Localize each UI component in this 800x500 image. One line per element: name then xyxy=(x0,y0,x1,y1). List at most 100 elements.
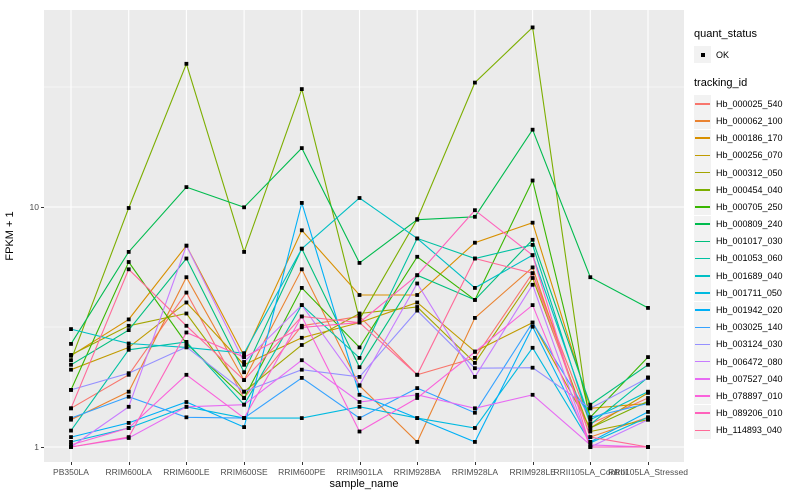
y-tick-mark xyxy=(41,447,44,448)
data-point xyxy=(184,415,189,420)
data-point xyxy=(646,306,650,310)
data-point xyxy=(126,267,131,272)
x-tick-label: RRIM928LE xyxy=(509,467,556,477)
data-point xyxy=(473,240,477,245)
data-point xyxy=(415,396,420,400)
data-point xyxy=(646,445,650,449)
data-point xyxy=(357,314,362,319)
data-point xyxy=(299,367,304,372)
data-point xyxy=(299,303,304,307)
line-glyph-icon xyxy=(695,257,710,260)
legend-item-Hb_007527_040: Hb_007527_040 xyxy=(694,370,798,388)
data-point xyxy=(530,25,535,30)
data-point xyxy=(184,372,189,377)
legend-key-line xyxy=(694,232,711,250)
legend-item-label: Hb_003025_140 xyxy=(716,322,783,333)
line-glyph-icon xyxy=(695,137,710,140)
data-point xyxy=(473,214,477,219)
data-point xyxy=(69,443,73,447)
data-point xyxy=(530,178,535,183)
legend-item-Hb_114893_040: Hb_114893_040 xyxy=(694,421,798,439)
legend-item-Hb_003124_030: Hb_003124_030 xyxy=(694,335,798,353)
line-glyph-icon xyxy=(695,292,710,294)
legend-key-line xyxy=(694,404,711,422)
data-point xyxy=(415,308,420,313)
legend-item-label: Hb_089206_010 xyxy=(716,408,783,419)
legend-item-Hb_000809_240: Hb_000809_240 xyxy=(694,215,798,233)
x-tick-label: PB350LA xyxy=(53,467,89,477)
data-point xyxy=(357,311,362,316)
data-point xyxy=(357,416,362,420)
legend-key-line xyxy=(694,146,711,164)
data-point xyxy=(530,392,535,397)
data-point xyxy=(415,305,420,309)
data-point xyxy=(530,265,535,270)
data-point xyxy=(299,416,304,420)
data-point xyxy=(69,353,73,357)
data-point xyxy=(588,440,593,444)
data-point xyxy=(299,286,304,290)
x-tick-label: RRIM928BA xyxy=(393,467,441,477)
data-point xyxy=(473,361,477,365)
legend-item-Hb_000454_040: Hb_000454_040 xyxy=(694,181,798,199)
data-point xyxy=(357,345,362,350)
data-point xyxy=(530,282,535,287)
data-point xyxy=(473,375,477,379)
data-point xyxy=(646,389,650,394)
legend-item-Hb_006472_080: Hb_006472_080 xyxy=(694,353,798,371)
x-tick-label: RRIM901LA xyxy=(336,467,383,477)
line-glyph-icon xyxy=(695,171,710,174)
data-point xyxy=(473,440,477,444)
data-point xyxy=(473,410,477,415)
data-point xyxy=(69,388,73,392)
data-point xyxy=(184,256,189,261)
data-point xyxy=(126,317,131,322)
data-point xyxy=(126,421,131,425)
data-point xyxy=(126,206,131,210)
data-point xyxy=(299,201,304,205)
data-point xyxy=(473,286,477,290)
legend-item-label: Hb_000809_240 xyxy=(716,219,783,230)
plot-svg xyxy=(44,10,684,462)
x-tick-label: RRIM600PE xyxy=(278,467,326,477)
x-tick-label: RRIM928LA xyxy=(451,467,499,477)
x-tick-mark xyxy=(590,462,592,465)
data-point xyxy=(473,350,477,354)
data-point xyxy=(69,445,73,449)
legend-item-label: Hb_000256_070 xyxy=(716,150,783,161)
data-point xyxy=(415,372,420,377)
data-point xyxy=(126,394,131,399)
data-point xyxy=(473,366,477,371)
legend-key-line xyxy=(694,370,711,388)
legend-item-label: Hb_007527_040 xyxy=(716,373,783,384)
data-point xyxy=(184,275,189,280)
legend-key-line xyxy=(694,318,711,336)
x-tick-label: RRIM600SE xyxy=(220,467,268,477)
data-point xyxy=(126,260,131,264)
data-point xyxy=(242,250,246,254)
data-point xyxy=(646,399,650,404)
x-tick-label: RRIM600LA xyxy=(105,467,152,477)
data-point xyxy=(357,365,362,370)
data-point xyxy=(184,243,189,248)
legend-item-Hb_001017_030: Hb_001017_030 xyxy=(694,232,798,250)
data-point xyxy=(473,426,477,430)
data-point xyxy=(473,208,477,213)
data-point xyxy=(415,273,420,278)
data-point xyxy=(184,400,189,404)
data-point xyxy=(69,428,73,433)
data-point xyxy=(299,358,304,363)
data-point xyxy=(184,311,189,316)
legend-item-Hb_089206_010: Hb_089206_010 xyxy=(694,404,798,422)
data-point xyxy=(126,404,131,409)
legend-item-Hb_000256_070: Hb_000256_070 xyxy=(694,146,798,164)
legend-item-label: OK xyxy=(716,49,730,60)
data-point xyxy=(242,362,246,367)
legend-key-line xyxy=(694,335,711,353)
legend-item-Hb_003025_140: Hb_003025_140 xyxy=(694,318,798,336)
data-point xyxy=(357,383,362,388)
x-tick-mark xyxy=(128,462,130,465)
data-point xyxy=(530,243,535,247)
data-point xyxy=(69,416,73,420)
legend-item-Hb_078897_010: Hb_078897_010 xyxy=(694,387,798,405)
